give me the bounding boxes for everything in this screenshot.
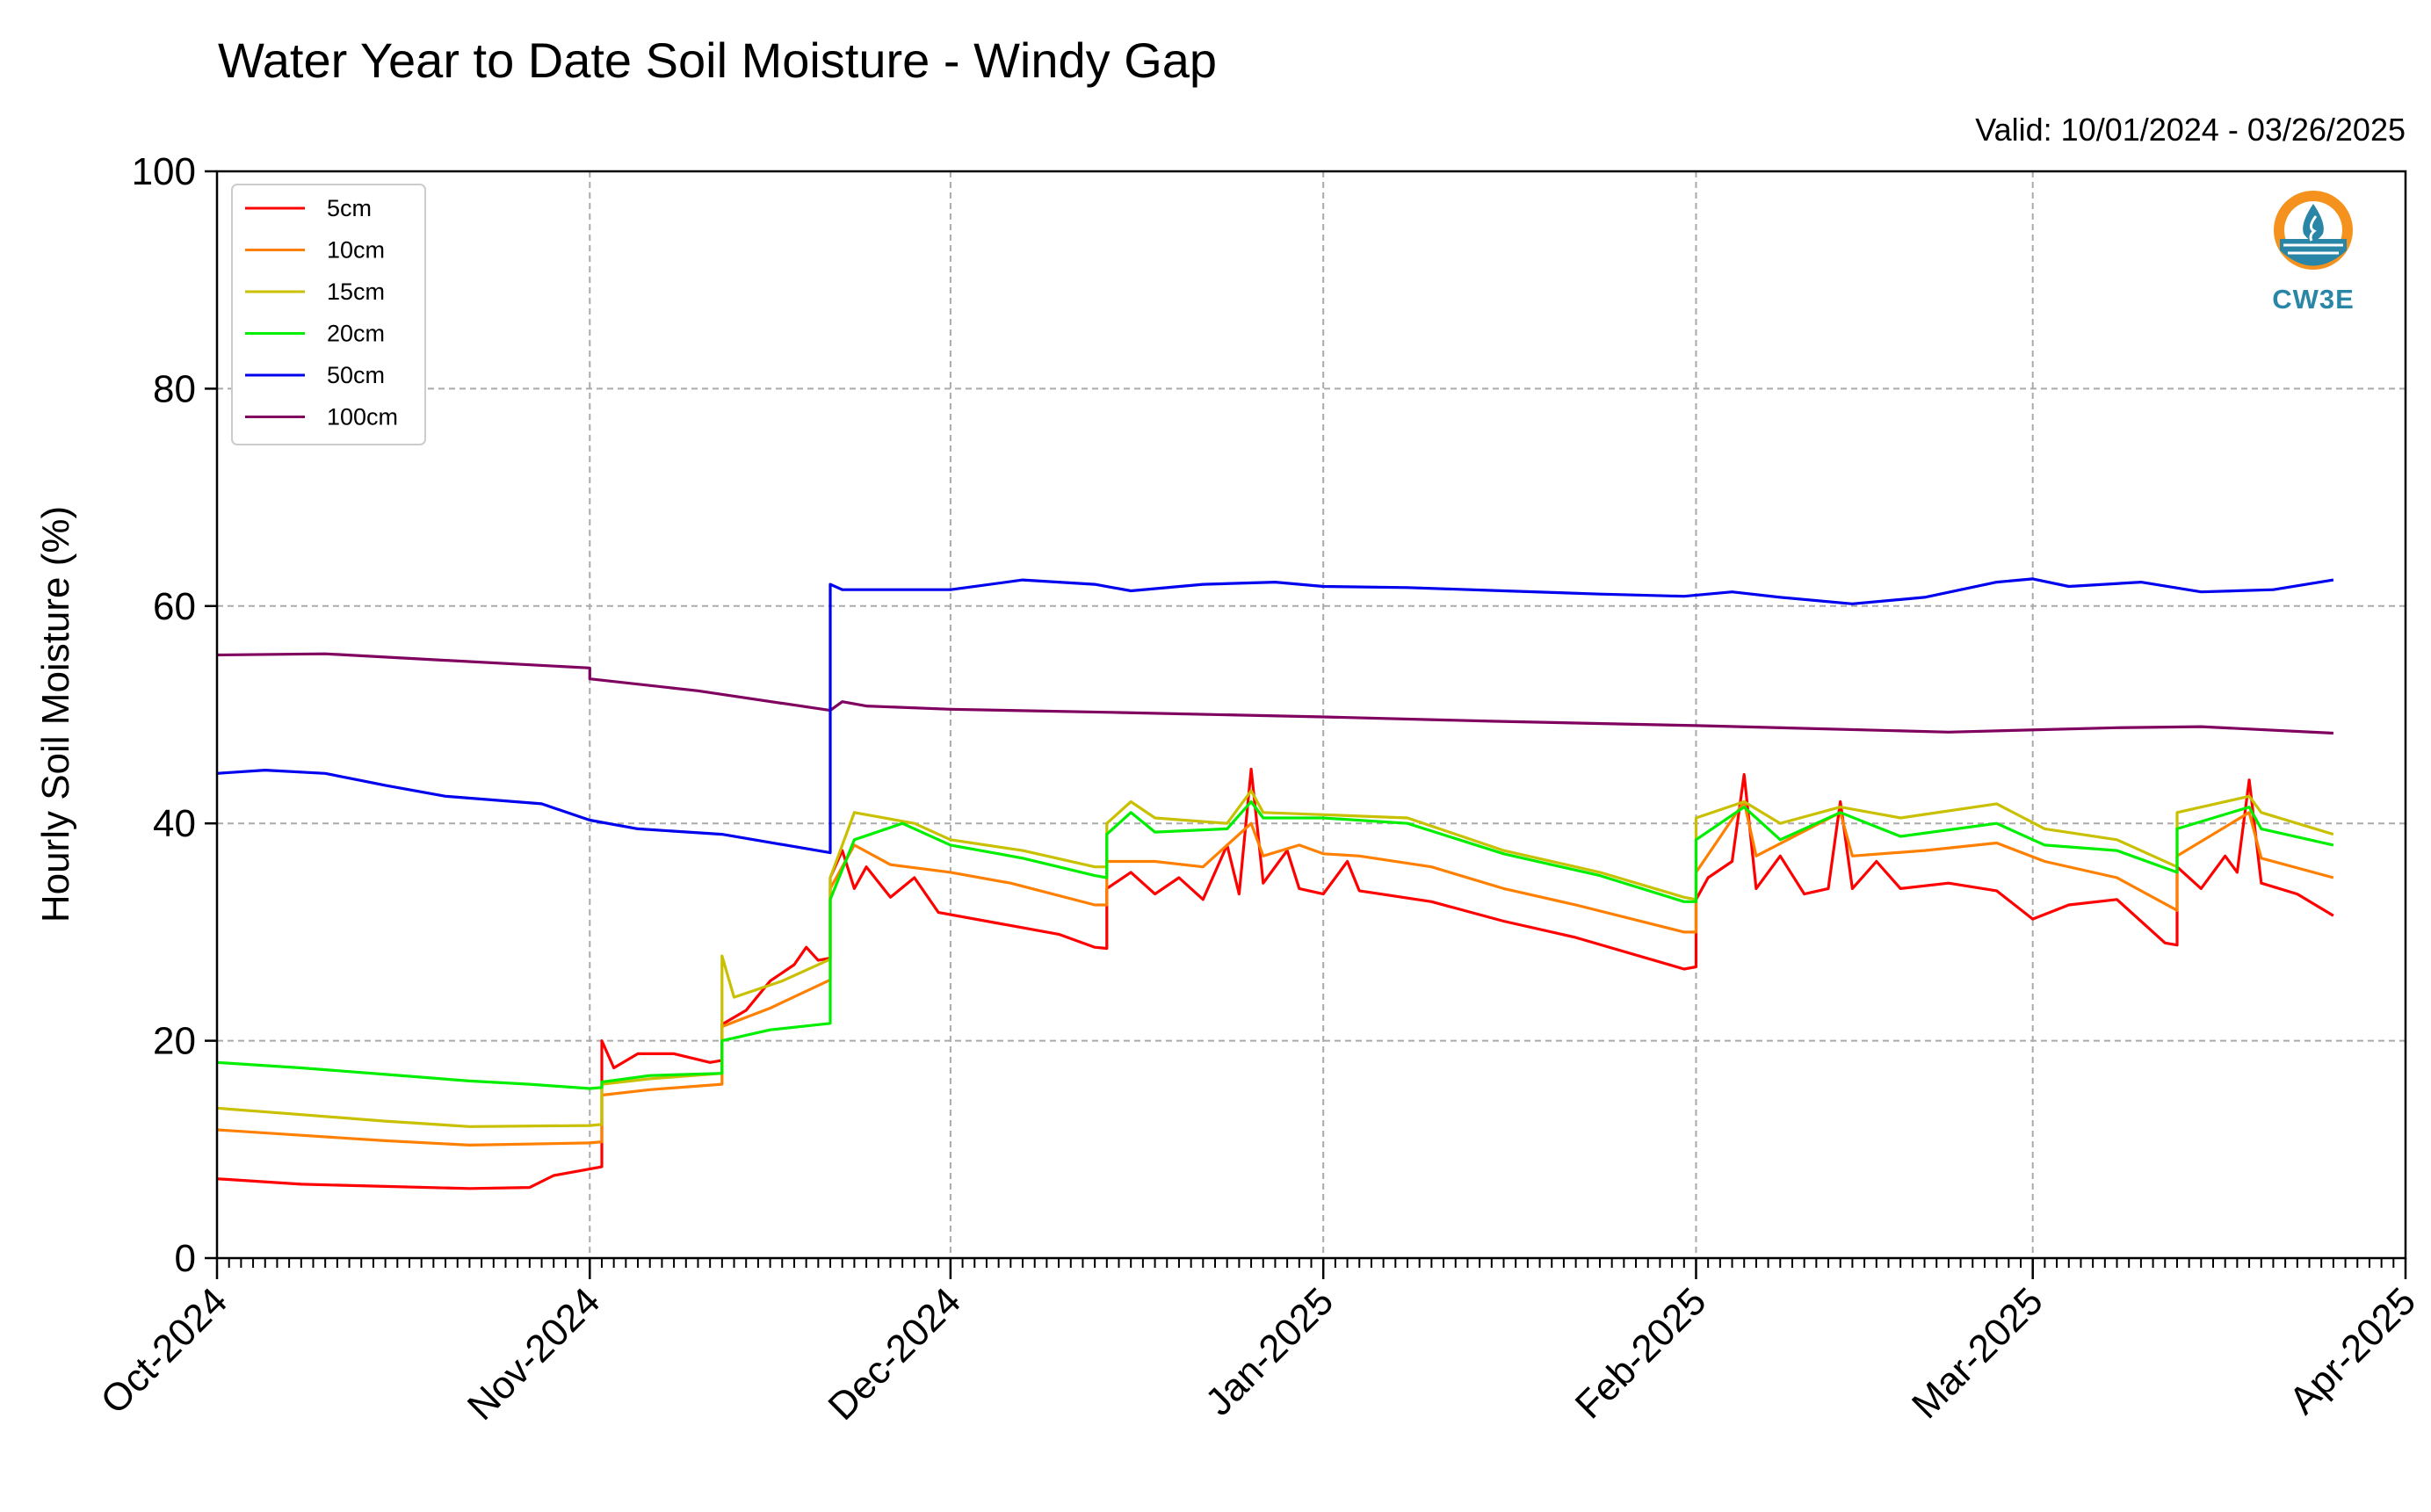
logo-text: CW3E bbox=[2272, 284, 2355, 315]
series-lines bbox=[216, 577, 2334, 1190]
series-line-50cm bbox=[216, 577, 2334, 855]
series-line-5cm bbox=[216, 767, 2334, 1190]
legend: 5cm 10cm 15cm 20cm 50cm 100cm bbox=[231, 184, 426, 445]
x-tick-label: Dec-2024 bbox=[820, 1279, 969, 1429]
legend-label: 20cm bbox=[327, 321, 385, 347]
legend-label: 5cm bbox=[327, 195, 372, 221]
x-minor-ticks bbox=[216, 1258, 2406, 1268]
legend-label: 100cm bbox=[327, 404, 398, 430]
valid-date-range: Valid: 10/01/2024 - 03/26/2025 bbox=[1975, 112, 2406, 148]
x-tick-label: Jan-2025 bbox=[1197, 1279, 1342, 1423]
series-line-20cm bbox=[216, 799, 2334, 1090]
y-tick-label: 40 bbox=[153, 802, 196, 845]
plot-frame bbox=[215, 170, 2407, 1260]
y-axis-label: Hourly Soil Moisture (%) bbox=[34, 506, 77, 922]
y-tick-label: 60 bbox=[153, 585, 196, 628]
series-line-100cm bbox=[216, 652, 2333, 735]
legend-label: 15cm bbox=[327, 279, 385, 305]
x-tick-label: Apr-2025 bbox=[2281, 1279, 2424, 1422]
x-tick-label: Mar-2025 bbox=[1904, 1279, 2051, 1427]
series-line-10cm bbox=[216, 799, 2334, 1147]
x-tick-label: Feb-2025 bbox=[1567, 1279, 1715, 1427]
gridlines bbox=[217, 171, 2406, 1258]
cw3e-logo: CW3E bbox=[2272, 191, 2355, 315]
legend-label: 50cm bbox=[327, 362, 385, 388]
series-line-15cm bbox=[216, 789, 2334, 1128]
x-tick-label: Oct-2024 bbox=[92, 1279, 235, 1422]
x-tick-label: Nov-2024 bbox=[459, 1279, 609, 1429]
y-tick-label: 80 bbox=[153, 367, 196, 410]
x-axis: Oct-2024 Nov-2024 Dec-2024 Jan-2025 Feb-2025… bbox=[92, 1258, 2424, 1429]
y-tick-label: 0 bbox=[175, 1237, 196, 1280]
y-tick-label: 100 bbox=[132, 150, 196, 193]
legend-label: 10cm bbox=[327, 237, 385, 264]
y-tick-label: 20 bbox=[153, 1020, 196, 1063]
y-axis: 0 20 40 60 80 100 bbox=[132, 150, 217, 1280]
chart-title: Water Year to Date Soil Moisture - Windy… bbox=[218, 33, 1217, 88]
